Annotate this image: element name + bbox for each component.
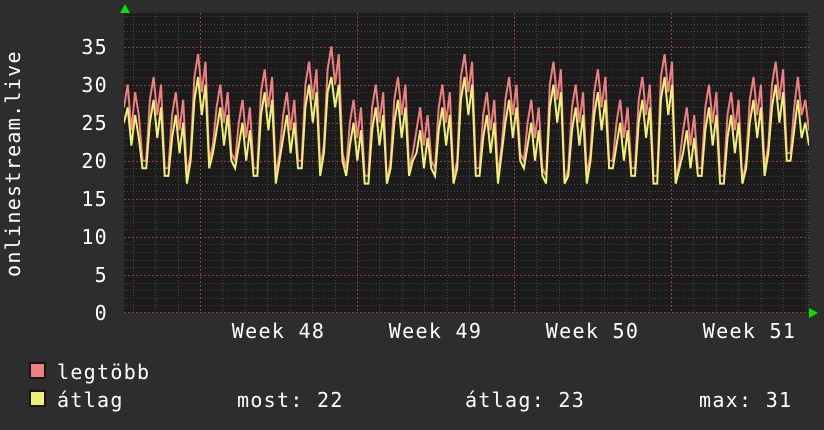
legend-label-atlag: átlag (57, 388, 124, 412)
x-tick-label-3: Week 50 (545, 319, 640, 343)
x-tick-label-4: Week 51 (702, 319, 797, 343)
y-tick-label-5: 5 (94, 262, 108, 287)
y-tick-label-15: 15 (81, 186, 108, 211)
stat-most: most: 22 (237, 388, 344, 412)
stat-max: max: 31 (699, 388, 793, 412)
legend-swatch-legtobb (29, 362, 46, 379)
x-axis-arrow-icon (809, 308, 818, 318)
y-tick-label-0: 0 (94, 301, 108, 325)
x-tick-label-1: Week 48 (231, 319, 326, 343)
y-tick-label-30: 30 (81, 72, 108, 97)
y-tick-label-25: 25 (81, 110, 108, 135)
y-tick-label-20: 20 (81, 148, 108, 173)
series-legtöbb (123, 46, 810, 184)
y-tick-label-35: 35 (81, 34, 108, 59)
y-axis-arrow-icon (120, 4, 130, 13)
series-átlag (123, 76, 810, 185)
y-tick-label-10: 10 (81, 224, 108, 249)
chart-svg (123, 13, 810, 313)
x-tick-label-2: Week 49 (388, 319, 483, 343)
legend-label-legtobb: legtöbb (57, 360, 151, 384)
legend-swatch-atlag (29, 390, 46, 407)
stat-atlag: átlag: 23 (465, 388, 586, 412)
plot-area (123, 13, 810, 313)
